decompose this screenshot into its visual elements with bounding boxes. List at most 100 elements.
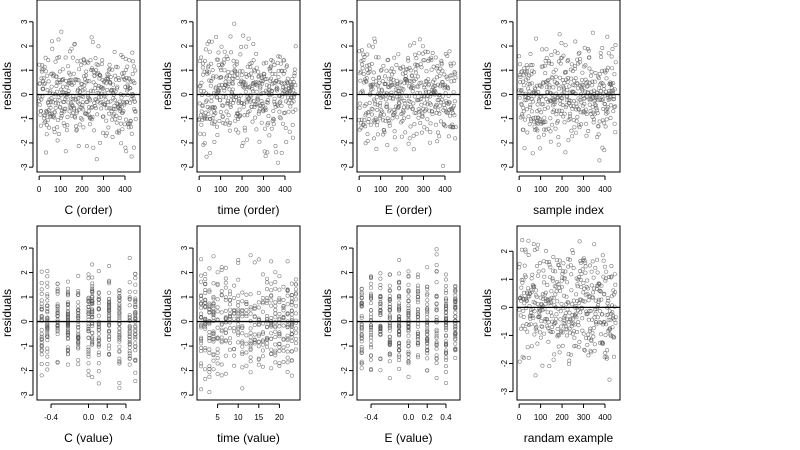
y-tick-label: 1 xyxy=(500,67,509,72)
data-point xyxy=(49,39,54,44)
data-point xyxy=(599,332,604,337)
data-point xyxy=(198,88,203,93)
data-point xyxy=(602,148,607,153)
data-point xyxy=(90,310,95,315)
data-point xyxy=(236,303,241,308)
data-point xyxy=(582,89,587,94)
data-point xyxy=(443,309,448,314)
data-point xyxy=(107,312,112,317)
data-point xyxy=(223,95,228,100)
data-point xyxy=(434,306,439,311)
data-point xyxy=(613,282,618,287)
data-point xyxy=(44,110,49,115)
data-point xyxy=(521,83,526,88)
data-point xyxy=(449,73,454,78)
data-point xyxy=(285,302,290,307)
data-point xyxy=(406,374,411,379)
x-axis-label: time (value) xyxy=(217,431,280,445)
data-point xyxy=(599,54,604,59)
data-point xyxy=(62,107,67,112)
data-point xyxy=(520,238,525,243)
data-point xyxy=(65,115,70,120)
data-point xyxy=(228,307,233,312)
data-point xyxy=(293,336,298,341)
data-point xyxy=(586,129,591,134)
data-point xyxy=(230,87,235,92)
data-point xyxy=(252,322,257,327)
data-point xyxy=(256,340,261,345)
data-point xyxy=(263,105,268,110)
data-point xyxy=(613,43,618,48)
data-point xyxy=(453,341,458,346)
data-point xyxy=(260,103,265,108)
data-point xyxy=(613,60,618,65)
data-point xyxy=(45,361,50,366)
data-point xyxy=(201,61,206,66)
y-tick-label: -3 xyxy=(500,387,509,395)
data-point xyxy=(453,125,458,130)
data-point xyxy=(97,91,102,96)
data-point xyxy=(277,348,282,353)
data-point xyxy=(567,257,572,262)
data-point xyxy=(264,296,269,301)
y-tick-label: -3 xyxy=(180,391,189,399)
data-point xyxy=(117,295,122,300)
data-point xyxy=(79,81,84,86)
data-point xyxy=(228,292,233,297)
data-point xyxy=(526,96,531,101)
data-point xyxy=(358,69,363,74)
data-point xyxy=(285,287,290,292)
data-point xyxy=(240,339,245,344)
data-point xyxy=(39,269,44,274)
data-point xyxy=(232,363,237,368)
data-point xyxy=(556,281,561,286)
data-point xyxy=(367,66,372,71)
data-point xyxy=(236,340,241,345)
y-tick-label: 0 xyxy=(20,92,29,97)
data-point xyxy=(86,314,91,319)
data-point xyxy=(211,337,216,342)
data-point xyxy=(425,322,430,327)
data-point xyxy=(519,277,524,282)
data-point xyxy=(224,109,229,114)
data-point xyxy=(248,335,253,340)
data-point xyxy=(570,317,575,322)
data-point xyxy=(223,353,228,358)
y-tick-label: 3 xyxy=(20,19,29,24)
data-point xyxy=(576,277,581,282)
data-point xyxy=(550,76,555,81)
data-point xyxy=(386,57,391,62)
data-point xyxy=(600,118,605,123)
data-point xyxy=(387,298,392,303)
data-point xyxy=(277,54,282,59)
data-point xyxy=(521,105,526,110)
data-point xyxy=(378,308,383,313)
data-point xyxy=(219,265,224,270)
data-point xyxy=(285,80,290,85)
data-point xyxy=(248,341,253,346)
data-point xyxy=(443,380,448,385)
data-point xyxy=(272,102,277,107)
data-point xyxy=(411,147,416,152)
data-point xyxy=(214,34,219,39)
data-point xyxy=(219,322,224,327)
data-point xyxy=(548,265,553,270)
data-point xyxy=(46,125,51,130)
data-point xyxy=(450,122,455,127)
data-point xyxy=(234,59,239,64)
data-point xyxy=(60,84,65,89)
data-point xyxy=(290,135,295,140)
data-point xyxy=(419,102,424,107)
data-point xyxy=(434,280,439,285)
data-point xyxy=(240,299,245,304)
data-point xyxy=(397,353,402,358)
data-point xyxy=(377,80,382,85)
data-point xyxy=(53,105,58,110)
data-point xyxy=(203,290,208,295)
data-point xyxy=(84,73,89,78)
data-point xyxy=(557,350,562,355)
data-point xyxy=(575,57,580,62)
data-point xyxy=(602,101,607,106)
data-point xyxy=(365,52,370,57)
